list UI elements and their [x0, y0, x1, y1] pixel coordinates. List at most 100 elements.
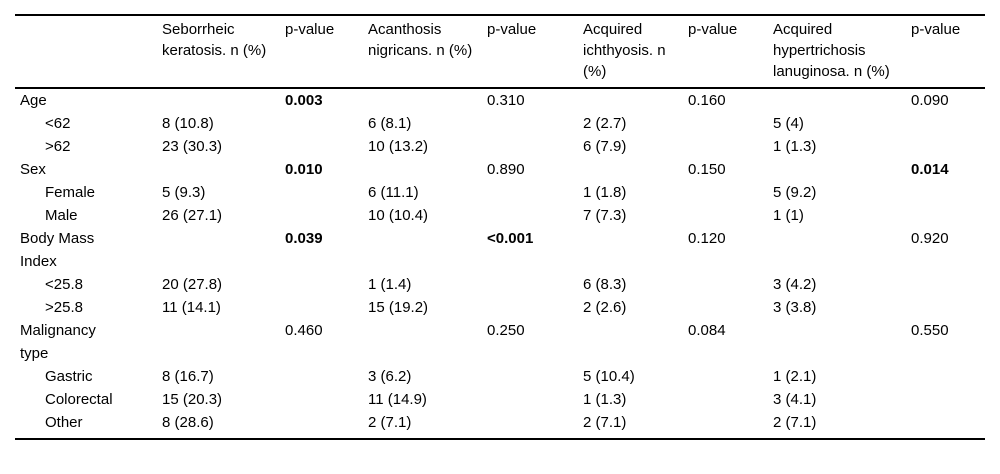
category-label: Male	[45, 207, 78, 224]
pvalue-cell	[280, 273, 363, 296]
pvalue-cell: 0.014	[911, 161, 949, 178]
count-percent-cell	[157, 227, 280, 273]
pvalue-cell: 0.120	[688, 230, 726, 247]
count-percent-cell: 15 (19.2)	[368, 299, 429, 316]
pvalue-cell: <0.001	[487, 230, 534, 247]
category-label: Other	[45, 414, 83, 431]
pvalue-cell: 0.890	[487, 161, 525, 178]
count-percent-cell: 1 (1.3)	[583, 391, 627, 408]
count-percent-cell: 1 (2.1)	[773, 368, 817, 385]
count-percent-cell: 3 (3.8)	[773, 299, 817, 316]
count-percent-cell: 1 (1.8)	[583, 184, 627, 201]
pvalue-cell	[280, 365, 363, 388]
column-header-acquired-ichthyosis: Acquired ichthyosis. n (%)	[578, 15, 683, 89]
count-percent-cell	[578, 319, 683, 365]
category-item-row: Colorectal 15 (20.3) 11 (14.9) 1 (1.3) 3 (4.…	[15, 388, 985, 411]
count-percent-cell	[157, 88, 280, 112]
count-percent-cell: 8 (16.7)	[162, 368, 214, 385]
count-percent-cell	[157, 319, 280, 365]
pvalue-cell: 0.150	[688, 161, 726, 178]
pvalue-cell	[482, 411, 578, 439]
pvalue-cell	[906, 135, 985, 158]
pvalue-cell	[280, 112, 363, 135]
pvalue-cell: 0.003	[285, 92, 323, 109]
category-label: <62	[45, 115, 71, 132]
pvalue-cell	[906, 273, 985, 296]
count-percent-cell: 10 (10.4)	[368, 207, 429, 224]
pvalue-cell	[683, 411, 768, 439]
count-percent-cell: 1 (1.4)	[368, 276, 412, 293]
pvalue-cell	[683, 135, 768, 158]
count-percent-cell: 2 (2.7)	[583, 115, 627, 132]
variable-group-row: Age 0.003 0.310 0.160 0.090	[15, 88, 985, 112]
pvalue-cell	[683, 296, 768, 319]
pvalue-cell: 0.010	[285, 161, 323, 178]
count-percent-cell: 7 (7.3)	[583, 207, 627, 224]
column-header-pvalue-2: p-value	[482, 15, 578, 89]
pvalue-cell	[280, 296, 363, 319]
category-item-row: <62 8 (10.8) 6 (8.1) 2 (2.7) 5 (4)	[15, 112, 985, 135]
count-percent-cell	[768, 319, 906, 365]
category-item-row: Male 26 (27.1) 10 (10.4) 7 (7.3) 1 (1)	[15, 204, 985, 227]
variable-group-row: Body Mass Index 0.039 <0.001 0.120 0.920	[15, 227, 985, 273]
count-percent-cell: 23 (30.3)	[162, 138, 223, 155]
count-percent-cell	[578, 88, 683, 112]
count-percent-cell	[363, 88, 482, 112]
count-percent-cell	[157, 158, 280, 181]
pvalue-cell	[280, 135, 363, 158]
table-body: Age 0.003 0.310 0.160 0.090 <62 8 (10.8) 6 (8.1…	[15, 88, 985, 439]
pvalue-cell	[906, 181, 985, 204]
category-item-row: <25.8 20 (27.8) 1 (1.4) 6 (8.3) 3 (4.2)	[15, 273, 985, 296]
count-percent-cell: 6 (11.1)	[368, 184, 419, 201]
pvalue-cell: 0.550	[911, 322, 949, 339]
column-header-acanthosis-nigricans: Acanthosis nigricans. n (%)	[363, 15, 482, 89]
column-header-pvalue-4: p-value	[906, 15, 985, 89]
category-label: >62	[45, 138, 71, 155]
pvalue-cell	[482, 181, 578, 204]
table-header: Seborrheic keratosis. n (%) p-value Acan…	[15, 15, 985, 89]
count-percent-cell: 2 (2.6)	[583, 299, 627, 316]
pvalue-cell	[280, 181, 363, 204]
category-item-row: Other 8 (28.6) 2 (7.1) 2 (7.1) 2 (7.1)	[15, 411, 985, 439]
pvalue-cell	[482, 388, 578, 411]
count-percent-cell: 2 (7.1)	[773, 414, 817, 431]
pvalue-cell	[906, 365, 985, 388]
count-percent-cell	[363, 227, 482, 273]
column-header-pvalue-1: p-value	[280, 15, 363, 89]
pvalue-cell	[482, 296, 578, 319]
column-header-acquired-hypertrichosis: Acquired hypertrichosis lanuginosa. n (%…	[768, 15, 906, 89]
pvalue-cell	[683, 112, 768, 135]
count-percent-cell	[363, 158, 482, 181]
count-percent-cell: 2 (7.1)	[583, 414, 627, 431]
category-item-row: Female 5 (9.3) 6 (11.1) 1 (1.8) 5 (9.2)	[15, 181, 985, 204]
pvalue-cell: 0.084	[688, 322, 726, 339]
count-percent-cell: 8 (28.6)	[162, 414, 214, 431]
count-percent-cell: 3 (4.2)	[773, 276, 817, 293]
count-percent-cell	[578, 158, 683, 181]
pvalue-cell	[906, 388, 985, 411]
header-row: Seborrheic keratosis. n (%) p-value Acan…	[15, 15, 985, 89]
pvalue-cell	[683, 365, 768, 388]
category-label: Female	[45, 184, 96, 201]
variable-label: Body Mass Index	[20, 230, 95, 270]
count-percent-cell: 2 (7.1)	[368, 414, 412, 431]
count-percent-cell: 3 (4.1)	[773, 391, 817, 408]
column-header-seborrheic-keratosis: Seborrheic keratosis. n (%)	[157, 15, 280, 89]
variable-group-row: Sex 0.010 0.890 0.150 0.014	[15, 158, 985, 181]
count-percent-cell: 1 (1)	[773, 207, 804, 224]
pvalue-cell	[906, 204, 985, 227]
variable-group-row: Malignancy type 0.460 0.250 0.084 0.550	[15, 319, 985, 365]
variable-label: Sex	[20, 161, 46, 178]
pvalue-cell	[482, 365, 578, 388]
count-percent-cell	[363, 319, 482, 365]
variable-label: Malignancy type	[20, 322, 96, 362]
pvalue-cell	[683, 181, 768, 204]
count-percent-cell: 6 (7.9)	[583, 138, 627, 155]
count-percent-cell: 6 (8.3)	[583, 276, 627, 293]
pvalue-cell	[906, 296, 985, 319]
count-percent-cell	[768, 158, 906, 181]
count-percent-cell: 15 (20.3)	[162, 391, 223, 408]
category-label: Gastric	[45, 368, 93, 385]
pvalue-cell	[906, 112, 985, 135]
count-percent-cell: 5 (4)	[773, 115, 804, 132]
